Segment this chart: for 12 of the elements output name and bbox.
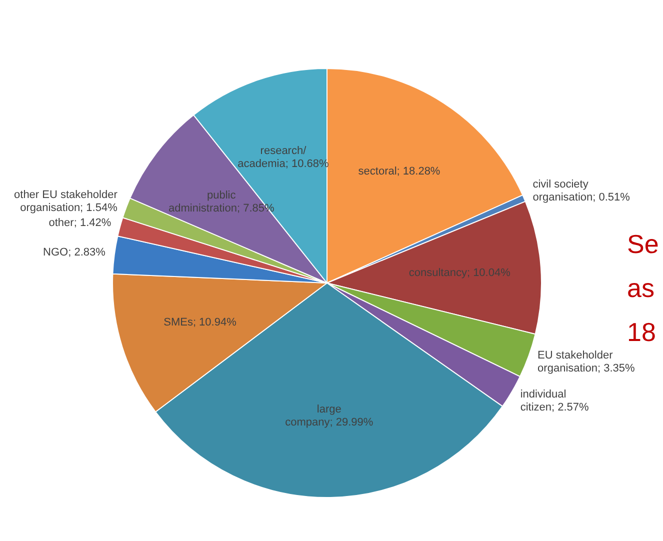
text: Se bbox=[627, 228, 659, 261]
slice-label: SMEs; 10.94% bbox=[164, 316, 237, 328]
slice-label: large company; 29.99% bbox=[285, 404, 374, 429]
text: as bbox=[627, 272, 656, 305]
slice-label: NGO; 2.83% bbox=[43, 246, 106, 259]
slice-label: consultancy; 10.04% bbox=[408, 267, 511, 280]
slice-label: sectoral; 18.28% bbox=[358, 165, 440, 178]
slice-label: individual citizen; 2.57% bbox=[520, 388, 590, 414]
slice-label: EU stakeholder organisation; 3.35% bbox=[538, 349, 636, 374]
slice-label: other; 1.42% bbox=[48, 217, 112, 230]
text: 18 bbox=[627, 316, 657, 349]
slice-label: civil society organisation; 0.51% bbox=[532, 178, 630, 204]
